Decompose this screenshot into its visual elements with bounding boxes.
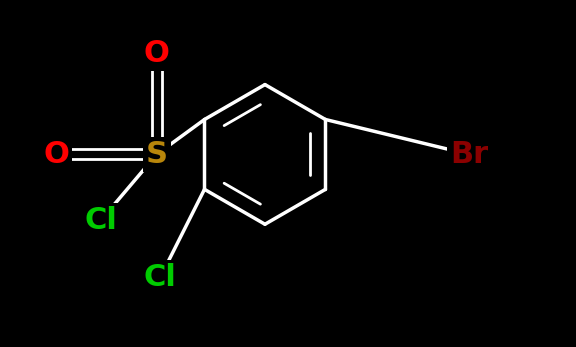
Text: O: O xyxy=(144,39,169,68)
Text: O: O xyxy=(44,140,69,169)
Text: Cl: Cl xyxy=(143,263,177,292)
Text: S: S xyxy=(146,140,168,169)
Text: Br: Br xyxy=(450,140,488,169)
Text: Cl: Cl xyxy=(84,206,118,235)
